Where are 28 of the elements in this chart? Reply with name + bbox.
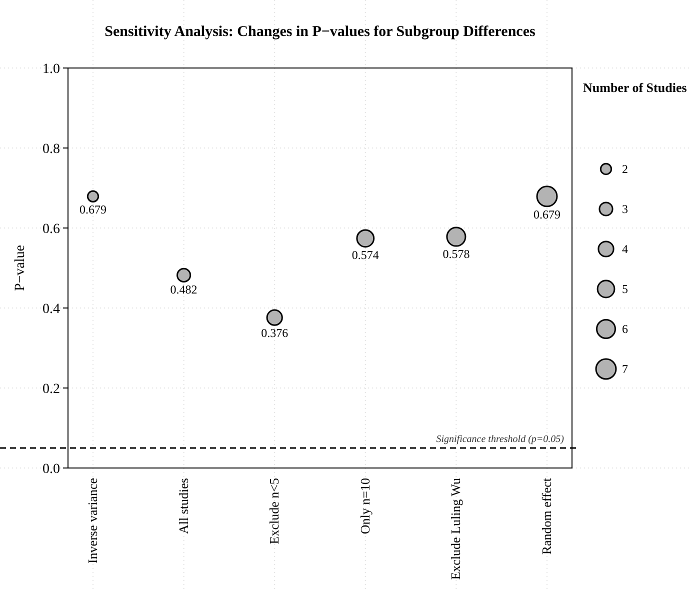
legend-title: Number of Studies <box>583 80 687 95</box>
y-axis-title: P−value <box>13 245 28 291</box>
legend-label: 3 <box>622 202 628 216</box>
legend-label: 4 <box>622 242 628 256</box>
y-tick-label: 0.6 <box>42 222 60 237</box>
x-tick-label: Exclude n<5 <box>266 478 282 544</box>
data-label: 0.482 <box>170 282 198 297</box>
data-label: 0.376 <box>261 326 288 340</box>
legend-label: 7 <box>622 362 628 376</box>
ref-line-label: Significance threshold (p=0.05) <box>436 434 565 445</box>
x-tick-label: All studies <box>176 478 191 534</box>
legend-label: 2 <box>622 162 628 176</box>
x-tick-label: Random effect <box>539 478 554 555</box>
data-label: 0.578 <box>442 247 470 262</box>
legend-label: 5 <box>622 282 628 296</box>
y-tick-label: 0.2 <box>42 382 60 397</box>
data-label: 0.574 <box>352 248 379 262</box>
chart-title: Sensitivity Analysis: Changes in P−values for Subgroup Differences <box>104 24 536 40</box>
y-tick-label: 1.0 <box>42 62 60 77</box>
y-tick-label: 0.0 <box>42 462 60 477</box>
y-tick-label: 0.4 <box>42 302 60 317</box>
y-tick-label: 0.8 <box>42 142 60 157</box>
data-label: 0.679 <box>80 202 106 217</box>
x-tick-label: Inverse variance <box>85 478 100 564</box>
legend-label: 6 <box>622 322 628 336</box>
x-tick-label: Exclude Luling Wu <box>448 478 464 580</box>
data-label: 0.679 <box>534 207 560 222</box>
x-tick-label: Only n=10 <box>357 478 372 534</box>
